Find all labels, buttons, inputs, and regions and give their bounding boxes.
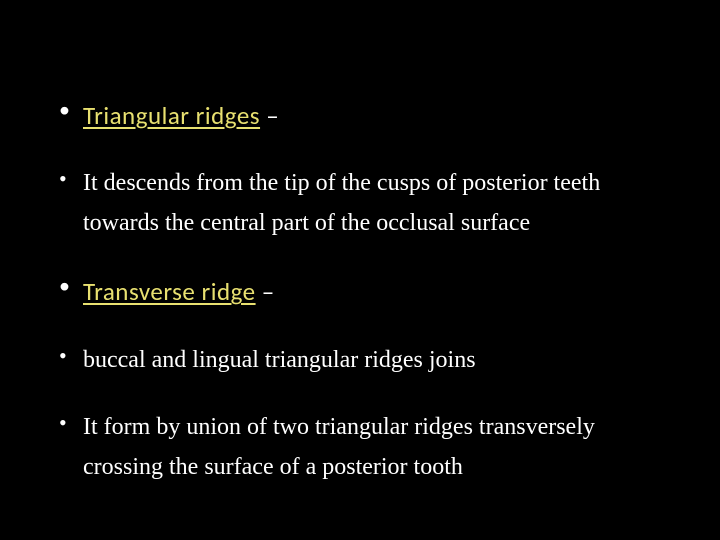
heading-dash: – <box>256 276 275 307</box>
body-text: It descends from the tip of the cusps of… <box>83 170 600 236</box>
slide-container: Triangular ridges – It descends from the… <box>0 0 720 540</box>
heading-dash: – <box>260 100 279 131</box>
list-item: Triangular ridges – <box>55 95 670 136</box>
list-item: It form by union of two triangular ridge… <box>55 408 670 487</box>
body-text: It form by union of two triangular ridge… <box>83 414 595 480</box>
list-item: Transverse ridge – <box>55 271 670 312</box>
bullet-list: Triangular ridges – It descends from the… <box>55 95 670 487</box>
heading-term: Transverse ridge <box>83 276 256 307</box>
list-item: buccal and lingual triangular ridges joi… <box>55 341 670 381</box>
heading-term: Triangular ridges <box>83 100 260 131</box>
list-item: It descends from the tip of the cusps of… <box>55 164 670 243</box>
body-text: buccal and lingual triangular ridges joi… <box>83 347 476 373</box>
